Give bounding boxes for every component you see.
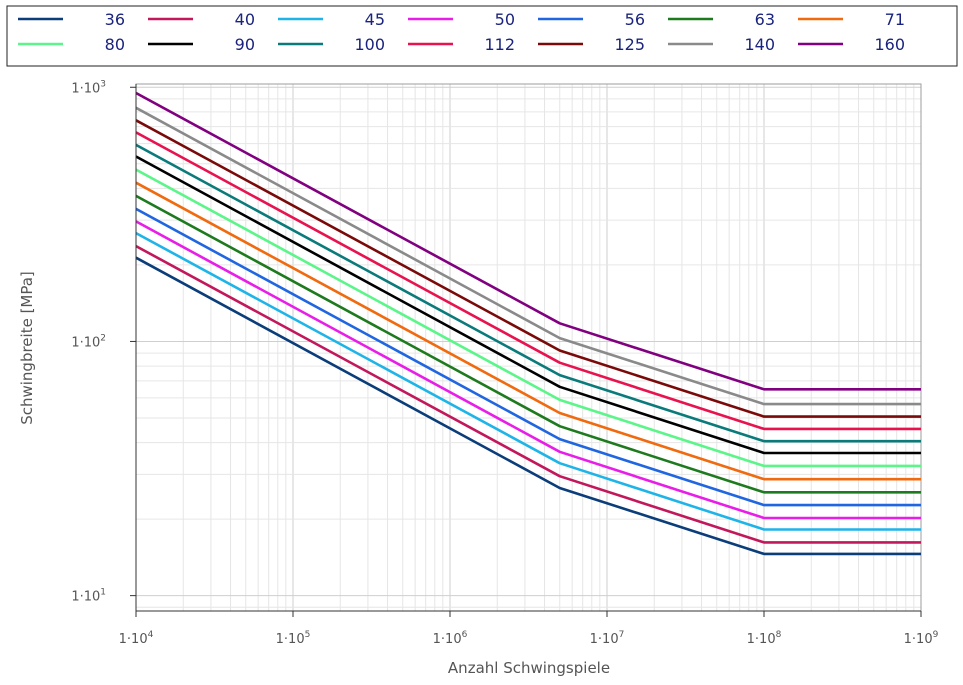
series-line-140 <box>135 106 921 406</box>
x-tick-label: 1·104 <box>119 630 154 647</box>
legend-label-140: 140 <box>744 35 775 54</box>
x-tick-label: 1·109 <box>904 630 939 647</box>
series-line-40 <box>135 244 921 544</box>
x-axis-title: Anzahl Schwingspiele <box>448 659 610 677</box>
legend-label-71: 71 <box>885 10 905 29</box>
series-line-100 <box>135 143 921 443</box>
legend-label-90: 90 <box>235 35 255 54</box>
legend: 36 40 45 50 56 63 71 80 90 100 112 125 140 160 <box>6 5 958 67</box>
legend-label-112: 112 <box>484 35 515 54</box>
legend-label-36: 36 <box>105 10 125 29</box>
legend-label-160: 160 <box>874 35 905 54</box>
legend-label-56: 56 <box>625 10 645 29</box>
legend-label-100: 100 <box>354 35 385 54</box>
legend-label-63: 63 <box>755 10 775 29</box>
grid <box>135 84 921 611</box>
series-line-71 <box>135 181 921 481</box>
series-line-45 <box>135 231 921 531</box>
x-tick-label: 1·105 <box>276 630 311 647</box>
y-tick-label: 1·103 <box>71 79 106 96</box>
series-line-112 <box>135 131 921 431</box>
series-line-63 <box>135 194 921 494</box>
y-tick-label: 1·101 <box>71 588 106 605</box>
legend-label-40: 40 <box>235 10 255 29</box>
series-line-56 <box>135 207 921 507</box>
series-line-80 <box>135 168 921 468</box>
series-line-160 <box>135 91 921 391</box>
legend-frame <box>6 5 958 67</box>
series-line-50 <box>135 220 921 520</box>
x-tick-label: 1·107 <box>590 630 625 647</box>
legend-label-125: 125 <box>614 35 645 54</box>
series-line-125 <box>135 119 921 418</box>
series-lines <box>135 91 921 556</box>
series-line-90 <box>135 155 921 455</box>
y-tick-label: 1·102 <box>71 333 106 350</box>
legend-label-80: 80 <box>105 35 125 54</box>
x-tick-label: 1·106 <box>433 630 468 647</box>
plot-area-frame <box>135 83 922 612</box>
legend-label-50: 50 <box>495 10 515 29</box>
series-line-36 <box>135 256 921 556</box>
y-axis-title: Schwingbreite [MPa] <box>18 271 36 425</box>
legend-label-45: 45 <box>365 10 385 29</box>
axes: 1·104 1·105 1·106 1·107 1·108 1·109 1·101 1·102… <box>71 79 938 647</box>
x-tick-label: 1·108 <box>747 630 782 647</box>
